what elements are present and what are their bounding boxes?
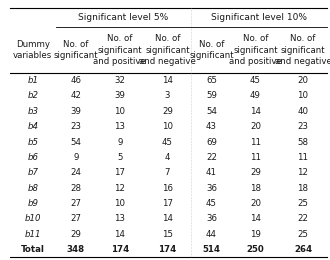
Text: 12: 12 — [115, 184, 125, 193]
Text: 36: 36 — [206, 184, 217, 193]
Text: 11: 11 — [250, 138, 261, 147]
Text: 23: 23 — [70, 122, 82, 131]
Text: 59: 59 — [206, 91, 217, 100]
Text: 348: 348 — [67, 245, 85, 254]
Text: 24: 24 — [70, 168, 82, 177]
Text: 40: 40 — [297, 107, 309, 116]
Text: 9: 9 — [73, 153, 79, 162]
Text: 7: 7 — [165, 168, 170, 177]
Text: 17: 17 — [162, 199, 173, 208]
Text: 13: 13 — [115, 214, 125, 223]
Text: 54: 54 — [206, 107, 217, 116]
Text: 27: 27 — [70, 214, 82, 223]
Text: 43: 43 — [206, 122, 217, 131]
Text: b10: b10 — [24, 214, 41, 223]
Text: 5: 5 — [117, 153, 123, 162]
Text: b9: b9 — [27, 199, 38, 208]
Text: 18: 18 — [250, 184, 261, 193]
Text: 27: 27 — [70, 199, 82, 208]
Text: 10: 10 — [115, 199, 125, 208]
Text: Total: Total — [21, 245, 45, 254]
Text: 44: 44 — [206, 230, 217, 239]
Text: 18: 18 — [297, 184, 309, 193]
Text: 14: 14 — [250, 214, 261, 223]
Text: 12: 12 — [297, 168, 309, 177]
Text: 3: 3 — [165, 91, 170, 100]
Text: b5: b5 — [27, 138, 38, 147]
Text: b1: b1 — [27, 76, 38, 85]
Text: b2: b2 — [27, 91, 38, 100]
Text: 41: 41 — [206, 168, 217, 177]
Text: 14: 14 — [250, 107, 261, 116]
Text: 54: 54 — [70, 138, 82, 147]
Text: No. of
significant: No. of significant — [53, 40, 98, 60]
Text: 174: 174 — [158, 245, 177, 254]
Text: 14: 14 — [115, 230, 125, 239]
Text: 4: 4 — [165, 153, 170, 162]
Text: 15: 15 — [162, 230, 173, 239]
Text: 25: 25 — [297, 199, 309, 208]
Text: 174: 174 — [111, 245, 129, 254]
Text: 46: 46 — [70, 76, 82, 85]
Text: 16: 16 — [162, 184, 173, 193]
Text: 20: 20 — [250, 122, 261, 131]
Text: 22: 22 — [297, 214, 309, 223]
Text: No. of
significant
and negative: No. of significant and negative — [139, 35, 196, 66]
Text: 19: 19 — [250, 230, 261, 239]
Text: 29: 29 — [250, 168, 261, 177]
Text: No. of
significant: No. of significant — [189, 40, 234, 60]
Text: 11: 11 — [250, 153, 261, 162]
Text: 250: 250 — [247, 245, 264, 254]
Text: 264: 264 — [294, 245, 312, 254]
Text: Dummy
variables: Dummy variables — [13, 40, 52, 60]
Text: b3: b3 — [27, 107, 38, 116]
Text: 13: 13 — [115, 122, 125, 131]
Text: Significant level 10%: Significant level 10% — [211, 13, 307, 22]
Text: 39: 39 — [71, 107, 81, 116]
Text: 14: 14 — [162, 76, 173, 85]
Text: 22: 22 — [206, 153, 217, 162]
Text: No. of
significant
and positive: No. of significant and positive — [229, 35, 282, 66]
Text: b8: b8 — [27, 184, 38, 193]
Text: 14: 14 — [162, 214, 173, 223]
Text: b4: b4 — [27, 122, 38, 131]
Text: No. of
significant
and positive: No. of significant and positive — [93, 35, 146, 66]
Text: b11: b11 — [24, 230, 41, 239]
Text: 36: 36 — [206, 214, 217, 223]
Text: 32: 32 — [115, 76, 125, 85]
Text: 23: 23 — [297, 122, 309, 131]
Text: 58: 58 — [297, 138, 309, 147]
Text: 28: 28 — [70, 184, 82, 193]
Text: 39: 39 — [115, 91, 125, 100]
Text: 45: 45 — [206, 199, 217, 208]
Text: 42: 42 — [70, 91, 82, 100]
Text: 45: 45 — [250, 76, 261, 85]
Text: 29: 29 — [71, 230, 81, 239]
Text: 45: 45 — [162, 138, 173, 147]
Text: b7: b7 — [27, 168, 38, 177]
Text: 10: 10 — [162, 122, 173, 131]
Text: 20: 20 — [250, 199, 261, 208]
Text: 17: 17 — [115, 168, 125, 177]
Text: 25: 25 — [297, 230, 309, 239]
Text: 69: 69 — [206, 138, 217, 147]
Text: 29: 29 — [162, 107, 173, 116]
Text: Significant level 5%: Significant level 5% — [78, 13, 169, 22]
Text: 514: 514 — [202, 245, 220, 254]
Text: 11: 11 — [297, 153, 309, 162]
Text: No. of
significant
and negative: No. of significant and negative — [275, 35, 330, 66]
Text: b6: b6 — [27, 153, 38, 162]
Text: 10: 10 — [115, 107, 125, 116]
Text: 49: 49 — [250, 91, 261, 100]
Text: 65: 65 — [206, 76, 217, 85]
Text: 9: 9 — [117, 138, 122, 147]
Text: 20: 20 — [297, 76, 309, 85]
Text: 10: 10 — [297, 91, 309, 100]
